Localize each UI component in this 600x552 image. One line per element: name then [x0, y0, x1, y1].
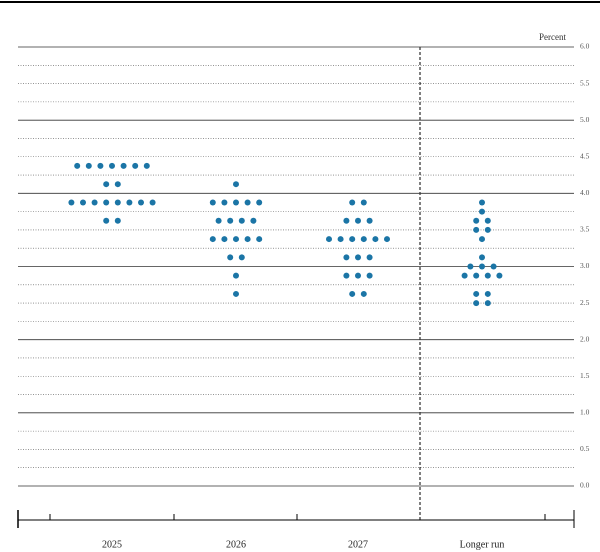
dot: [256, 199, 263, 206]
dot: [467, 263, 474, 270]
x-tick-label: 2027: [348, 539, 368, 550]
y-tick-label: 4.5: [580, 151, 590, 160]
x-tick-label: Longer run: [460, 539, 505, 550]
dot: [355, 272, 361, 279]
dot: [366, 272, 373, 279]
dot: [85, 162, 92, 169]
y-tick-label: 3.5: [580, 225, 590, 234]
dot: [250, 217, 257, 224]
dot: [473, 290, 480, 297]
dot: [461, 272, 468, 279]
dot: [479, 254, 485, 261]
dot: [384, 236, 390, 243]
y-tick-label: 5.5: [580, 78, 590, 87]
dot: [479, 263, 485, 270]
dot: [227, 254, 234, 261]
dot: [343, 217, 350, 224]
dot: [349, 290, 356, 297]
dot: [256, 236, 263, 243]
dot: [355, 254, 361, 261]
dot: [244, 236, 251, 243]
dot: [479, 199, 485, 206]
dot: [114, 199, 121, 206]
dot: [349, 236, 356, 243]
dot: [109, 162, 115, 169]
dot: [68, 199, 75, 206]
dot: [355, 217, 361, 224]
dot: [143, 162, 150, 169]
y-tick-label: 1.0: [580, 408, 590, 417]
dot: [479, 236, 485, 243]
dot: [114, 217, 121, 224]
dot: [366, 217, 373, 224]
dot: [326, 236, 332, 243]
y-tick-label: 4.0: [580, 188, 590, 197]
dot: [490, 263, 497, 270]
dot: [360, 290, 367, 297]
dot: [233, 290, 239, 297]
dot: [484, 226, 491, 233]
dot: [473, 300, 480, 307]
dot: [114, 181, 121, 188]
dot: [74, 162, 81, 169]
dot: [238, 217, 245, 224]
dot: [233, 272, 239, 279]
y-tick-label: 0.0: [580, 481, 590, 490]
dot: [484, 217, 491, 224]
dot: [126, 199, 133, 206]
x-tick-label: 2026: [226, 539, 246, 550]
dot: [496, 272, 503, 279]
dot: [91, 199, 98, 206]
dot: [215, 217, 222, 224]
y-tick-label: 2.5: [580, 298, 590, 307]
y-tick-label: 3.0: [580, 261, 590, 270]
dot: [103, 199, 110, 206]
dot: [233, 236, 239, 243]
dot: [360, 236, 367, 243]
dot: [120, 162, 127, 169]
dot: [209, 236, 216, 243]
dot: [484, 300, 491, 307]
dot: [233, 199, 239, 206]
dot: [473, 226, 480, 233]
dot: [80, 199, 86, 206]
y-tick-label: 5.0: [580, 115, 590, 124]
dot: [473, 217, 480, 224]
y-tick-label: 6.0: [580, 42, 590, 51]
dot: [221, 199, 228, 206]
dot: [343, 254, 350, 261]
dot: [233, 181, 239, 188]
dot: [97, 162, 104, 169]
dot: [366, 254, 373, 261]
y-tick-label: 1.5: [580, 371, 590, 380]
dot: [138, 199, 144, 206]
dot: [343, 272, 350, 279]
dot: [244, 199, 251, 206]
y-tick-label: 2.0: [580, 334, 590, 343]
dot: [221, 236, 228, 243]
dot: [132, 162, 139, 169]
dot: [473, 272, 480, 279]
dot: [238, 254, 245, 261]
y-tick-label: 0.5: [580, 444, 590, 453]
dot: [372, 236, 379, 243]
x-tick-label: 2025: [102, 539, 122, 550]
dot: [360, 199, 367, 206]
dot: [103, 217, 110, 224]
dot: [484, 290, 491, 297]
dot: [484, 272, 491, 279]
dot: [337, 236, 344, 243]
dot: [349, 199, 356, 206]
dot: [227, 217, 234, 224]
y-axis-label: Percent: [539, 32, 566, 42]
dot: [209, 199, 216, 206]
dot: [149, 199, 156, 206]
dot: [103, 181, 110, 188]
dot: [479, 208, 485, 215]
